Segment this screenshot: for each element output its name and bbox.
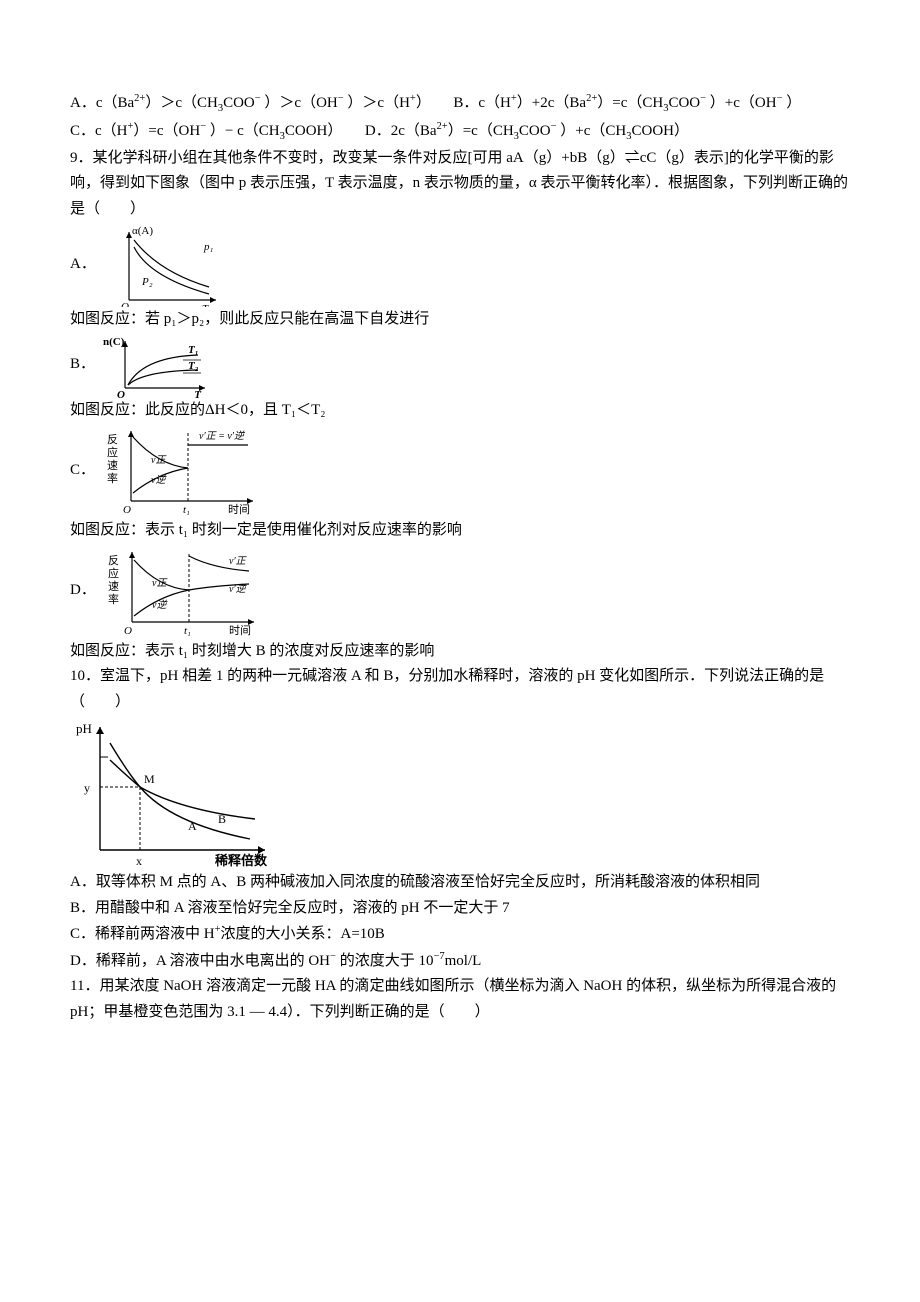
q9-optD-label: D．: [70, 578, 96, 604]
p1-label: p₁: [203, 241, 214, 253]
q8-opt-a: A．c（Ba2+）＞c（CH3COO− ）＞c（OH− ）＞c（H+）: [70, 95, 431, 111]
origin: O: [123, 504, 131, 516]
q9-optD-row: D． 反 应 速 率 时间 O t₁ v′正 v′逆 v正 v逆: [70, 544, 850, 639]
v1: v′正: [229, 556, 248, 567]
q9-optA-row: A． α(A) T O p₁ P₂: [70, 222, 850, 307]
q9-optA-label: A．: [70, 252, 96, 278]
q9-optA-caption: 如图反应：若 p₁＞p₂，则此反应只能在高温下自发进行: [70, 307, 850, 333]
q8-options-line1: A．c（Ba2+）＞c（CH3COO− ）＞c（OH− ）＞c（H+） B．c（…: [70, 90, 850, 118]
A-label: A: [188, 819, 197, 833]
q8-opt-c: C．c（H+）=c（OH− ）− c（CH3COOH）: [70, 123, 342, 139]
svg-text:应: 应: [108, 566, 119, 580]
v3: v正: [152, 578, 168, 589]
q9-chartD: 反 应 速 率 时间 O t₁ v′正 v′逆 v正 v逆: [104, 544, 264, 639]
q9-optB-row: B． n(C) T O T₁ T₂: [70, 333, 850, 398]
q10-chart-row: pH 稀释倍数 y x M A B: [70, 715, 850, 870]
B-label: B: [218, 812, 226, 826]
q10-optD: D．稀释前，A 溶液中由水电离出的 OH− 的浓度大于 10−7mol/L: [70, 948, 850, 975]
svg-text:反: 反: [108, 554, 119, 567]
svg-text:速: 速: [108, 580, 119, 593]
origin: O: [124, 625, 132, 637]
q10-optB: B．用醋酸中和 A 溶液至恰好完全反应时，溶液的 pH 不一定大于 7: [70, 896, 850, 922]
svg-text:应: 应: [107, 445, 118, 459]
svg-text:率: 率: [108, 592, 119, 606]
q9-chartA: α(A) T O p₁ P₂: [104, 222, 224, 307]
vbot: v逆: [151, 474, 167, 486]
vtop: v′正 = v′逆: [199, 430, 246, 442]
q10-optA: A．取等体积 M 点的 A、B 两种碱液加入同浓度的硫酸溶液至恰好完全反应时，所…: [70, 870, 850, 896]
v4: v逆: [152, 599, 168, 611]
q8-options-line2: C．c（H+）=c（OH− ）− c（CH3COOH） D．2c（Ba2+）=c…: [70, 118, 850, 146]
t2-label: T₂: [188, 360, 199, 372]
v2: v′逆: [229, 583, 248, 595]
q10-stem: 10．室温下，pH 相差 1 的两种一元碱溶液 A 和 B，分别加水稀释时，溶液…: [70, 664, 850, 715]
q9-optC-label: C．: [70, 458, 95, 484]
q8-opt-b: B．c（H+）+2c（Ba2+）=c（CH3COO− ）+c（OH− ）: [453, 95, 801, 111]
svg-text:率: 率: [107, 471, 118, 485]
p2-label: P₂: [141, 276, 153, 288]
q8-opt-d: D．2c（Ba2+）=c（CH3COO− ）+c（CH3COOH）: [365, 123, 689, 139]
svg-text:速: 速: [107, 459, 118, 472]
q11-stem: 11．用某浓度 NaOH 溶液滴定一元酸 HA 的滴定曲线如图所示（横坐标为滴入…: [70, 974, 850, 1025]
xtick: x: [136, 854, 142, 868]
t1: t₁: [184, 625, 191, 637]
M-label: M: [144, 772, 155, 786]
xlabel: 时间: [229, 624, 251, 637]
svg-text:反: 反: [107, 433, 118, 446]
t1-label: T₁: [188, 344, 199, 356]
ylabel: α(A): [132, 225, 153, 237]
ytick: y: [84, 781, 90, 795]
q9-optB-label: B．: [70, 352, 95, 378]
q9-optC-caption: 如图反应：表示 t₁ 时刻一定是使用催化剂对反应速率的影响: [70, 518, 850, 544]
xlabel: 稀释倍数: [215, 853, 268, 868]
q9-stem: 9．某化学科研小组在其他条件不变时，改变某一条件对反应[可用 aA（g）+bB（…: [70, 146, 850, 223]
q9-optC-row: C． 反 应 速 率 时间 O t₁ v′正 = v′逆 v正 v逆: [70, 423, 850, 518]
ylabel: pH: [76, 721, 92, 736]
q9-optB-caption: 如图反应：此反应的ΔH＜0，且 T₁＜T₂: [70, 398, 850, 424]
q9-chartC: 反 应 速 率 时间 O t₁ v′正 = v′逆 v正 v逆: [103, 423, 263, 518]
vmid: v正: [151, 455, 167, 466]
q9-chartB: n(C) T O T₁ T₂: [103, 333, 213, 398]
q9-optD-caption: 如图反应：表示 t₁ 时刻增大 B 的浓度对反应速率的影响: [70, 639, 850, 665]
t1: t₁: [183, 504, 190, 516]
xlabel: 时间: [228, 503, 250, 516]
origin: O: [117, 389, 125, 398]
ylabel: n(C): [103, 336, 125, 348]
q10-chart: pH 稀释倍数 y x M A B: [70, 715, 280, 870]
q10-optC: C．稀释前两溶液中 H+浓度的大小关系：A=10B: [70, 921, 850, 948]
